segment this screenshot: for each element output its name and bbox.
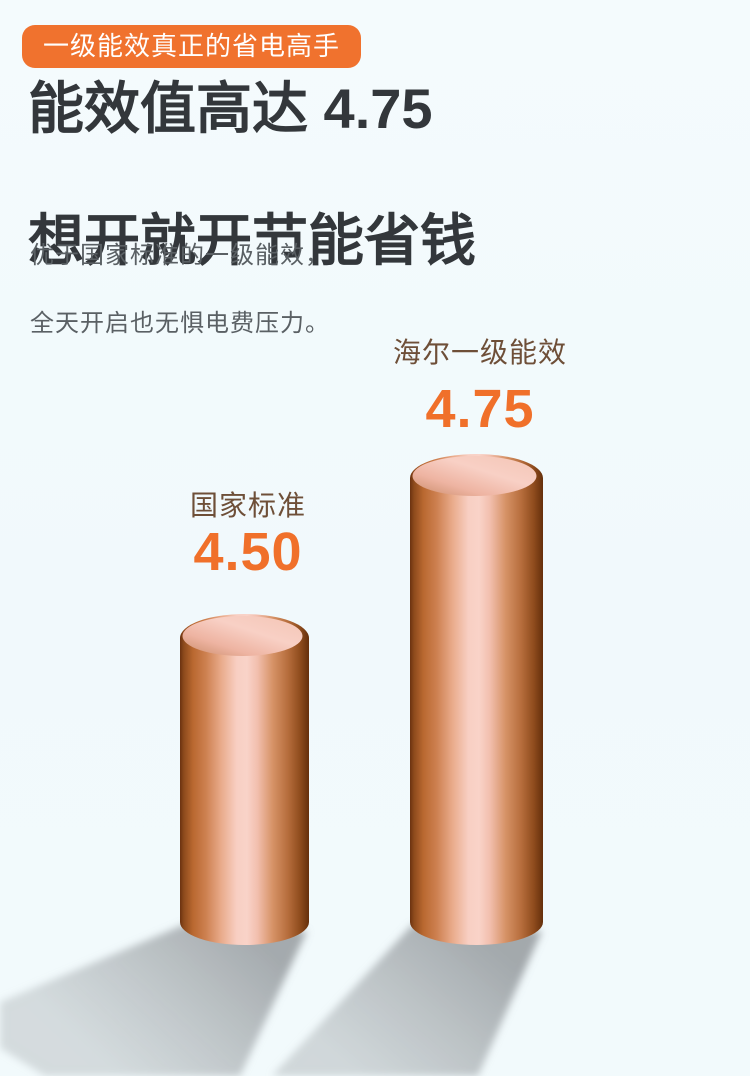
headline-badge: 一级能效真正的省电高手 bbox=[22, 25, 362, 68]
page-subtitle: 优于国家标准的一级能效， 全天开启也无惧电费压力。 bbox=[30, 239, 330, 341]
bar-category-national-standard: 国家标准 bbox=[189, 490, 306, 521]
shadow-national-standard bbox=[0, 925, 307, 1076]
badge-label: 一级能效真正的省电高手 bbox=[43, 31, 341, 61]
bar-category-haier: 海尔一级能效 bbox=[392, 337, 567, 368]
tube-opening-right bbox=[412, 456, 537, 496]
page-title: 能效值高达 4.75 想开就开节能省钱 bbox=[28, 76, 476, 274]
subtitle-line2: 全天开启也无惧电费压力。 bbox=[30, 310, 330, 337]
bar-cylinder-national-standard bbox=[180, 614, 309, 945]
bar-value-haier: 4.75 bbox=[425, 379, 535, 439]
tube-opening-left bbox=[182, 616, 303, 656]
page-title-line1: 能效值高达 4.75 bbox=[28, 77, 433, 140]
subtitle-line1: 优于国家标准的一级能效， bbox=[30, 242, 330, 269]
bar-value-national-standard: 4.50 bbox=[193, 522, 303, 582]
bar-cylinder-haier bbox=[410, 454, 543, 945]
shadow-haier bbox=[272, 925, 542, 1076]
page-title-line2: 想开就开节能省钱 bbox=[28, 209, 476, 272]
